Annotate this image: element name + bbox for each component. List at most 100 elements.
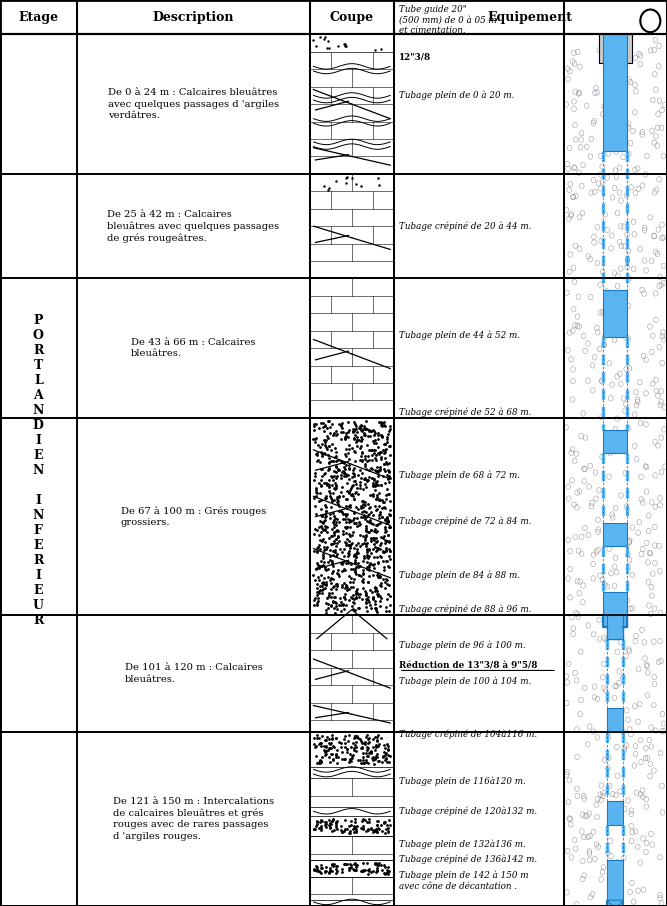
Point: [374, 542, 385, 556]
Point: [320, 739, 331, 754]
Point: [351, 547, 362, 562]
Point: [324, 419, 335, 434]
Point: [362, 554, 373, 569]
Point: [315, 514, 325, 528]
Point: [371, 822, 382, 836]
Point: [323, 477, 334, 491]
Point: [334, 417, 344, 431]
Point: [344, 728, 355, 743]
Point: [316, 445, 327, 459]
Point: [314, 756, 325, 770]
Point: [364, 863, 374, 878]
Point: [317, 551, 328, 565]
Point: [366, 601, 376, 615]
Point: [369, 550, 380, 564]
Point: [370, 463, 380, 477]
Point: [341, 442, 352, 457]
Point: [362, 545, 372, 559]
Point: [317, 419, 328, 434]
Point: [383, 528, 394, 543]
Point: [368, 593, 378, 607]
Point: [382, 511, 393, 525]
Point: [362, 562, 372, 576]
Point: [342, 857, 352, 872]
Point: [361, 585, 372, 600]
Point: [375, 599, 386, 613]
Point: [337, 752, 348, 766]
Point: [360, 480, 371, 495]
Point: [321, 441, 332, 456]
Point: [330, 516, 341, 530]
Point: [327, 564, 338, 578]
Point: [373, 465, 384, 479]
Point: [319, 514, 329, 528]
Point: [328, 857, 339, 872]
Point: [374, 492, 385, 506]
Point: [311, 859, 322, 873]
Point: [312, 555, 323, 570]
Point: [357, 424, 368, 439]
Bar: [310, 860, 394, 877]
Point: [324, 488, 335, 503]
Point: [309, 417, 319, 431]
Point: [379, 437, 390, 451]
Bar: [310, 816, 394, 836]
Point: [316, 814, 327, 828]
Point: [350, 538, 361, 553]
Point: [370, 478, 381, 493]
Point: [380, 533, 390, 547]
Point: [371, 823, 382, 837]
Text: Tubage plein de 0 à 20 m.: Tubage plein de 0 à 20 m.: [399, 91, 514, 100]
Point: [356, 506, 367, 520]
Point: [381, 544, 392, 558]
Point: [338, 526, 348, 541]
Point: [384, 560, 395, 574]
Point: [353, 556, 364, 571]
Point: [325, 543, 336, 557]
Point: [311, 863, 322, 877]
Point: [350, 812, 361, 826]
Point: [323, 597, 334, 612]
Point: [370, 856, 380, 871]
Point: [367, 584, 378, 599]
Point: [339, 563, 350, 577]
Point: [340, 498, 351, 513]
Point: [356, 445, 367, 459]
Point: [377, 755, 388, 769]
Point: [311, 595, 322, 610]
Point: [362, 422, 372, 437]
Point: [323, 461, 334, 476]
Point: [342, 583, 352, 598]
Point: [364, 442, 374, 457]
Point: [357, 432, 368, 447]
Point: [350, 815, 360, 830]
Point: [371, 601, 382, 615]
Point: [350, 863, 360, 877]
Point: [340, 822, 350, 836]
Point: [373, 587, 384, 602]
Point: [372, 459, 382, 474]
Point: [336, 603, 347, 618]
Point: [323, 480, 334, 495]
Point: [325, 537, 336, 552]
Point: [327, 544, 338, 558]
Point: [349, 444, 360, 458]
Point: [364, 423, 375, 438]
Point: [340, 430, 351, 445]
Point: [385, 503, 396, 517]
Point: [372, 818, 382, 833]
Point: [336, 471, 347, 486]
Point: [318, 738, 329, 753]
Point: [332, 490, 343, 505]
Point: [315, 738, 326, 753]
Point: [338, 752, 349, 766]
Point: [364, 569, 374, 583]
Point: [360, 863, 370, 878]
Point: [311, 430, 321, 445]
Point: [382, 818, 392, 833]
Point: [317, 515, 327, 529]
Point: [321, 520, 332, 535]
Point: [322, 589, 333, 603]
Point: [380, 488, 391, 503]
Point: [366, 424, 376, 439]
